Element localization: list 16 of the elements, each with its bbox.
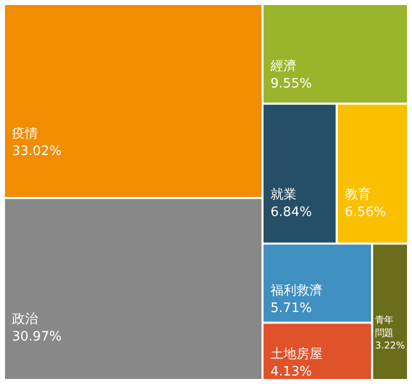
category-label: 政治 [12,312,38,328]
category-label: 疫情 [12,126,38,142]
data-label: 9.55% [270,76,312,92]
data-label: 4.13% [270,364,312,380]
category-label: 青年問題 [375,315,394,339]
data-label: 6.56% [344,205,386,220]
category-label: 土地房屋 [270,346,323,362]
category-label: 教育 [344,186,371,202]
category-label: 就業 [270,187,297,202]
data-label: 6.84% [270,205,312,220]
category-label: 經濟 [270,58,297,74]
data-label: 33.02% [12,144,62,160]
data-label: 3.22% [375,340,406,352]
category-label: 福利救濟 [270,284,323,299]
data-label: 30.97% [12,330,62,345]
data-label: 5.71% [270,301,312,316]
